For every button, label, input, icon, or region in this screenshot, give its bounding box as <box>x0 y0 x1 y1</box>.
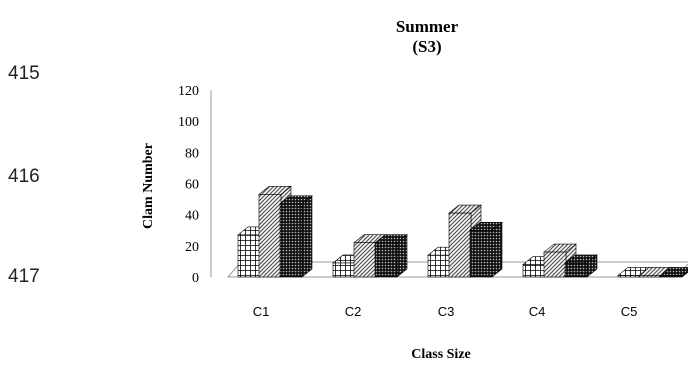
bar-front <box>353 242 377 278</box>
bar-front <box>237 234 261 278</box>
y-tick-label: 20 <box>185 240 199 255</box>
x-axis-title: Class Size <box>411 347 471 362</box>
bar-front <box>564 262 588 278</box>
y-tick-label: 120 <box>178 84 199 99</box>
bar <box>564 254 598 278</box>
bar <box>374 234 408 278</box>
x-category-label: C1 <box>253 304 270 319</box>
bar-side <box>301 195 313 278</box>
bar-front <box>427 254 451 278</box>
bar-side <box>491 221 503 278</box>
y-axis-title: Clam Number <box>141 143 156 229</box>
y-tick-label: 0 <box>192 271 199 286</box>
bar-front <box>469 229 493 278</box>
line-number-417: 417 <box>8 266 40 287</box>
x-category-label: C4 <box>529 304 546 319</box>
y-tick-label: 100 <box>178 115 199 130</box>
bar-front <box>279 203 303 278</box>
bar <box>279 195 313 278</box>
line-number-416: 416 <box>8 166 40 187</box>
y-tick-labels: 0 20 40 60 80 100 120 <box>178 84 199 286</box>
bar <box>469 221 503 278</box>
bar-front <box>448 212 472 278</box>
bar-front <box>258 194 282 278</box>
x-category-label: C3 <box>438 304 455 319</box>
bar-front <box>659 275 683 278</box>
y-tick-label: 60 <box>185 178 199 193</box>
y-tick-label: 40 <box>185 209 199 224</box>
bar-front <box>638 275 662 278</box>
chart-title-line2: (S3) <box>412 37 441 56</box>
x-category-labels: C1 C2 C3 C4 C5 <box>253 304 638 319</box>
bar-front <box>617 275 641 278</box>
chart-title-line1: Summer <box>396 17 459 36</box>
line-number-415: 415 <box>8 63 40 84</box>
x-category-label: C5 <box>621 304 638 319</box>
y-tick-label: 80 <box>185 146 199 161</box>
x-category-label: C2 <box>345 304 362 319</box>
bars <box>237 185 688 278</box>
bar <box>659 267 688 278</box>
bar-front <box>522 264 546 278</box>
bar-front <box>332 262 356 278</box>
bar-front <box>543 251 567 278</box>
bar-front <box>374 242 398 278</box>
